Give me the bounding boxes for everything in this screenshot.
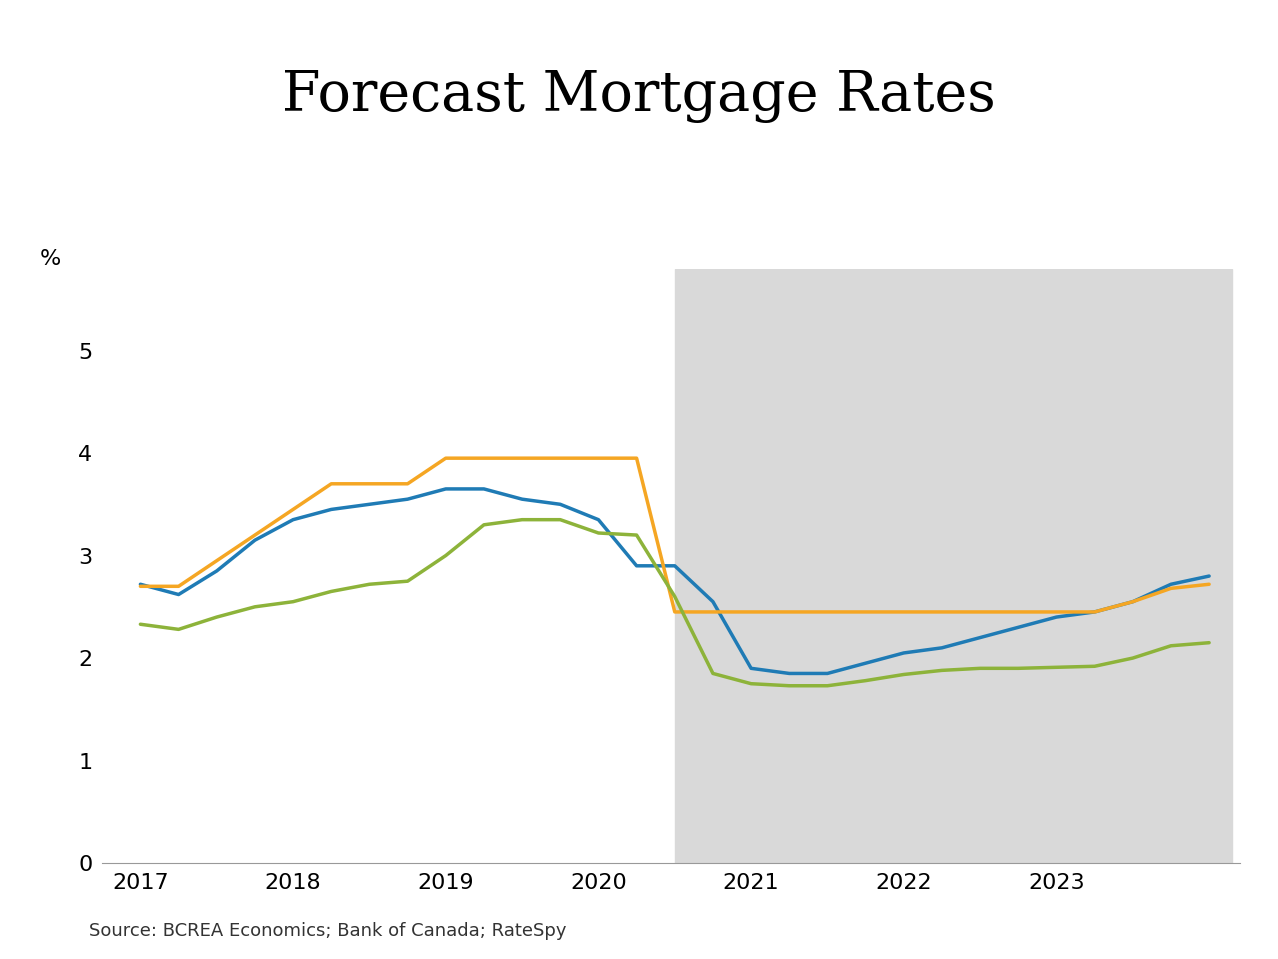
Prime Rate: [1049, 606, 1065, 618]
Avg. 5yr Fixed Rate: [629, 560, 644, 572]
Avg. 5yr Fixed Rate: [782, 667, 797, 679]
Prime Rate: [1125, 596, 1140, 607]
Avg. Variable Rate: [552, 514, 567, 526]
Avg. Variable Rate: [515, 514, 530, 526]
Avg. 5yr Fixed Rate: [438, 483, 454, 495]
Avg. Variable Rate: [247, 601, 262, 613]
Text: %: %: [40, 248, 61, 269]
Avg. Variable Rate: [400, 575, 415, 587]
Avg. Variable Rate: [323, 586, 339, 597]
Prime Rate: [400, 478, 415, 489]
Prime Rate: [323, 478, 339, 489]
Avg. Variable Rate: [744, 678, 759, 690]
Prime Rate: [629, 453, 644, 464]
Prime Rate: [552, 453, 567, 464]
Prime Rate: [438, 453, 454, 464]
Avg. 5yr Fixed Rate: [247, 534, 262, 546]
Avg. 5yr Fixed Rate: [1049, 611, 1065, 622]
Prime Rate: [133, 580, 148, 592]
Avg. 5yr Fixed Rate: [477, 483, 492, 495]
Avg. 5yr Fixed Rate: [1088, 606, 1103, 618]
Avg. Variable Rate: [782, 680, 797, 691]
Avg. 5yr Fixed Rate: [171, 589, 187, 600]
Prime Rate: [858, 606, 873, 618]
Avg. Variable Rate: [171, 623, 187, 635]
Avg. Variable Rate: [858, 675, 873, 687]
Avg. Variable Rate: [629, 529, 644, 541]
Avg. 5yr Fixed Rate: [1163, 578, 1178, 590]
Prime Rate: [744, 606, 759, 618]
Prime Rate: [362, 478, 377, 489]
Avg. Variable Rate: [477, 519, 492, 530]
Avg. Variable Rate: [362, 578, 377, 590]
Line: Prime Rate: Prime Rate: [141, 458, 1209, 612]
Avg. 5yr Fixed Rate: [1011, 621, 1026, 633]
Avg. 5yr Fixed Rate: [973, 632, 988, 643]
Prime Rate: [210, 555, 225, 567]
Avg. Variable Rate: [1088, 661, 1103, 672]
Prime Rate: [171, 580, 187, 592]
Prime Rate: [782, 606, 797, 618]
Prime Rate: [590, 453, 606, 464]
Avg. 5yr Fixed Rate: [744, 663, 759, 674]
Avg. Variable Rate: [667, 591, 682, 602]
Avg. Variable Rate: [1049, 662, 1065, 673]
Avg. Variable Rate: [210, 611, 225, 622]
Avg. 5yr Fixed Rate: [400, 494, 415, 505]
Avg. Variable Rate: [1201, 637, 1217, 648]
Avg. 5yr Fixed Rate: [133, 578, 148, 590]
Avg. 5yr Fixed Rate: [667, 560, 682, 572]
Avg. 5yr Fixed Rate: [590, 514, 606, 526]
Avg. 5yr Fixed Rate: [1201, 571, 1217, 582]
Avg. Variable Rate: [438, 550, 454, 561]
Text: Forecast Mortgage Rates: Forecast Mortgage Rates: [282, 68, 996, 124]
Avg. Variable Rate: [133, 619, 148, 630]
Bar: [675, 269, 1232, 863]
Prime Rate: [1011, 606, 1026, 618]
Avg. 5yr Fixed Rate: [858, 658, 873, 669]
Prime Rate: [247, 529, 262, 541]
Avg. Variable Rate: [1163, 640, 1178, 651]
Avg. Variable Rate: [285, 596, 300, 607]
Avg. 5yr Fixed Rate: [934, 643, 950, 654]
Text: Source: BCREA Economics; Bank of Canada; RateSpy: Source: BCREA Economics; Bank of Canada;…: [89, 922, 567, 940]
Avg. 5yr Fixed Rate: [896, 647, 911, 659]
Prime Rate: [477, 453, 492, 464]
Avg. 5yr Fixed Rate: [819, 667, 835, 679]
Prime Rate: [705, 606, 721, 618]
Prime Rate: [1201, 578, 1217, 590]
Prime Rate: [1088, 606, 1103, 618]
Prime Rate: [1163, 583, 1178, 595]
Avg. Variable Rate: [590, 527, 606, 539]
Avg. Variable Rate: [934, 665, 950, 676]
Prime Rate: [934, 606, 950, 618]
Avg. 5yr Fixed Rate: [705, 596, 721, 607]
Prime Rate: [667, 606, 682, 618]
Prime Rate: [973, 606, 988, 618]
Prime Rate: [285, 503, 300, 515]
Prime Rate: [896, 606, 911, 618]
Avg. Variable Rate: [1125, 652, 1140, 664]
Avg. 5yr Fixed Rate: [1125, 596, 1140, 607]
Line: Avg. 5yr Fixed Rate: Avg. 5yr Fixed Rate: [141, 489, 1209, 673]
Line: Avg. Variable Rate: Avg. Variable Rate: [141, 520, 1209, 686]
Avg. 5yr Fixed Rate: [515, 494, 530, 505]
Avg. Variable Rate: [705, 667, 721, 679]
Avg. 5yr Fixed Rate: [552, 499, 567, 510]
Avg. 5yr Fixed Rate: [362, 499, 377, 510]
Prime Rate: [515, 453, 530, 464]
Prime Rate: [819, 606, 835, 618]
Avg. Variable Rate: [973, 663, 988, 674]
Avg. Variable Rate: [896, 668, 911, 680]
Avg. Variable Rate: [1011, 663, 1026, 674]
Avg. 5yr Fixed Rate: [285, 514, 300, 526]
Avg. Variable Rate: [819, 680, 835, 691]
Avg. 5yr Fixed Rate: [210, 565, 225, 576]
Avg. 5yr Fixed Rate: [323, 503, 339, 515]
